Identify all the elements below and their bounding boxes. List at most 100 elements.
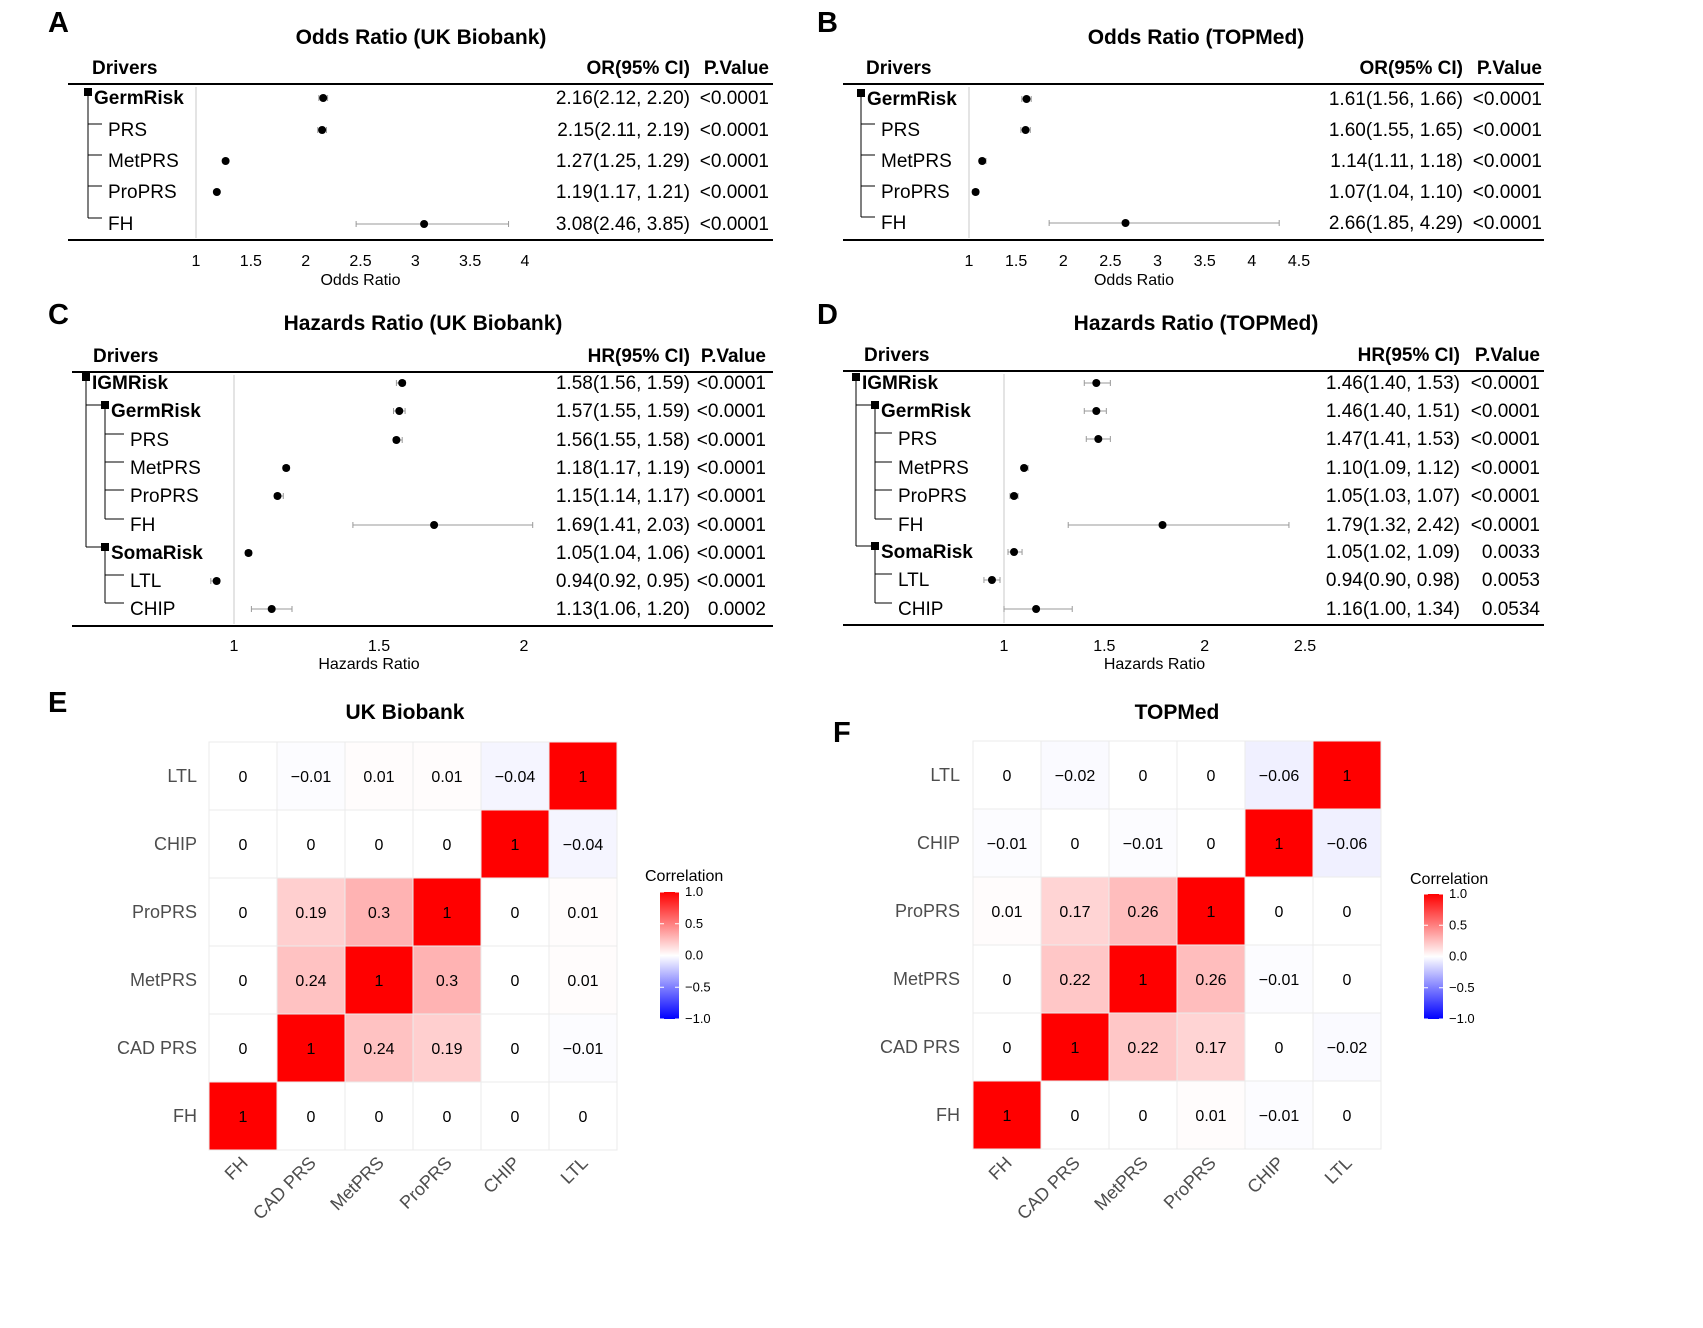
heatmap-cell (1312, 944, 1382, 1014)
x-axis-label: Hazards Ratio (318, 656, 419, 673)
pvalue-text: <0.0001 (697, 430, 766, 451)
heatmap-cell (208, 877, 278, 947)
forest-panel-A: A Odds Ratio (UK Biobank) Drivers OR(95% CI… (48, 7, 773, 289)
heatmap-cell-value: 0.17 (1195, 1040, 1226, 1057)
heatmap-cell-value: −0.06 (1327, 836, 1368, 853)
heatmap-cell (480, 741, 550, 811)
x-axis-tick-label: ProPRS (396, 1153, 456, 1213)
estimate-ci-text: 1.69(1.41, 2.03) (556, 515, 690, 536)
heatmap-cell-value: 0.01 (363, 769, 394, 786)
x-axis-tick-label: ProPRS (1160, 1153, 1220, 1213)
x-tick-label: 1 (1000, 638, 1009, 655)
heatmap-cell-value: 0.01 (567, 905, 598, 922)
heatmap-cell-value: 0 (1207, 836, 1216, 853)
driver-label: PRS (881, 120, 920, 141)
heatmap-cell-value: −0.01 (1259, 972, 1300, 989)
legend-title: Correlation (1410, 871, 1488, 888)
driver-label: LTL (130, 571, 161, 592)
heatmap-cell (276, 1013, 346, 1083)
pvalue-text: <0.0001 (697, 373, 766, 394)
heatmap-cell-value: −0.01 (987, 836, 1028, 853)
x-axis-label: Hazards Ratio (1104, 656, 1205, 673)
point-estimate (420, 220, 429, 228)
heatmap-cell-value: 0 (579, 1109, 588, 1126)
estimate-ci-text: 1.58(1.56, 1.59) (556, 373, 690, 394)
x-tick-label: 2 (1200, 638, 1209, 655)
heatmap-cell-value: 1 (307, 1041, 316, 1058)
estimate-ci-text: 1.18(1.17, 1.19) (556, 458, 690, 479)
y-axis-tick-label: FH (173, 1106, 197, 1126)
x-tick-label: 3.5 (1194, 253, 1216, 270)
y-axis-tick-label: FH (936, 1105, 960, 1125)
point-estimate (1121, 219, 1130, 227)
x-axis-tick-label: CHIP (479, 1153, 524, 1198)
heatmap-cell-value: 0 (1275, 904, 1284, 921)
heatmap-cell (1312, 1012, 1382, 1082)
panel-label: B (817, 7, 838, 39)
x-tick-label: 4 (1247, 253, 1256, 270)
x-axis-tick-label: MetPRS (1090, 1153, 1152, 1215)
heatmap-cell (1312, 1080, 1382, 1150)
heatmap-cell-value: −0.04 (495, 769, 536, 786)
driver-label: ProPRS (108, 182, 177, 203)
legend-tick-label: −0.5 (685, 979, 711, 994)
estimate-ci-text: 1.79(1.32, 2.42) (1326, 515, 1460, 536)
estimate-ci-text: 1.10(1.09, 1.12) (1326, 458, 1460, 479)
heatmap-cell-value: −0.02 (1055, 768, 1096, 785)
driver-label: MetPRS (108, 151, 179, 172)
driver-label: MetPRS (898, 458, 969, 479)
point-estimate (273, 492, 282, 500)
estimate-ci-text: 1.27(1.25, 1.29) (556, 151, 690, 172)
heatmap-cell (1108, 876, 1178, 946)
heatmap-cell-value: 0.3 (436, 973, 458, 990)
heatmap-cell-value: 0 (239, 1041, 248, 1058)
point-estimate (244, 549, 253, 557)
pvalue-text: <0.0001 (700, 182, 769, 203)
column-header-estimate: OR(95% CI) (587, 58, 690, 79)
estimate-ci-text: 1.05(1.03, 1.07) (1326, 486, 1460, 507)
heatmap-cell (1176, 876, 1246, 946)
heatmap-cell-value: 1 (375, 973, 384, 990)
driver-label: IGMRisk (92, 373, 168, 394)
heatmap-cell-value: 0 (1071, 1108, 1080, 1125)
x-tick-label: 2 (1059, 253, 1068, 270)
driver-label: PRS (108, 120, 147, 141)
heatmap-cell-value: 0 (1139, 768, 1148, 785)
point-estimate (1010, 492, 1019, 500)
column-header-pvalue: P.Value (1475, 345, 1540, 366)
heatmap-cell-value: 1 (1207, 904, 1216, 921)
column-header-drivers: Drivers (864, 345, 930, 366)
x-tick-label: 2.5 (349, 253, 371, 270)
point-estimate (1022, 95, 1031, 103)
pvalue-text: <0.0001 (1473, 213, 1542, 234)
column-header-drivers: Drivers (93, 346, 159, 367)
point-estimate (221, 157, 230, 165)
x-tick-label: 2.5 (1294, 638, 1316, 655)
y-axis-tick-label: MetPRS (130, 970, 197, 990)
point-estimate (267, 605, 276, 613)
heatmap-cell (1176, 1080, 1246, 1150)
driver-label: FH (898, 515, 923, 536)
driver-label: MetPRS (881, 151, 952, 172)
heatmap-cell-value: 0 (443, 837, 452, 854)
heatmap-cell (208, 1081, 278, 1151)
estimate-ci-text: 1.19(1.17, 1.21) (556, 182, 690, 203)
panel-title: Hazards Ratio (TOPMed) (1074, 312, 1319, 335)
column-header-drivers: Drivers (92, 58, 158, 79)
column-header-estimate: OR(95% CI) (1360, 58, 1463, 79)
driver-label: PRS (130, 430, 169, 451)
x-axis-label: Odds Ratio (1094, 272, 1174, 289)
column-header-pvalue: P.Value (1477, 58, 1542, 79)
pvalue-text: 0.0053 (1482, 570, 1540, 591)
heatmap-cell (1040, 944, 1110, 1014)
estimate-ci-text: 0.94(0.90, 0.98) (1326, 570, 1460, 591)
heatmap-cell-value: 0.24 (363, 1041, 394, 1058)
driver-label: FH (108, 214, 133, 235)
point-estimate (212, 188, 221, 196)
pvalue-text: <0.0001 (1471, 429, 1540, 450)
estimate-ci-text: 1.05(1.04, 1.06) (556, 543, 690, 564)
heatmap-cell-value: 0 (307, 1109, 316, 1126)
point-estimate (1032, 605, 1041, 613)
panel-title: UK Biobank (345, 701, 464, 724)
estimate-ci-text: 1.47(1.41, 1.53) (1326, 429, 1460, 450)
